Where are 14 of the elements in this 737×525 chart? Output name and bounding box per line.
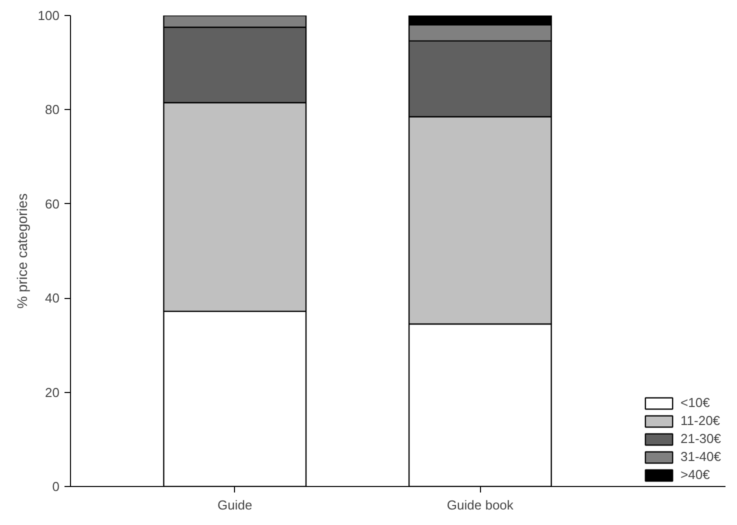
y-tick-label: 100 [38, 8, 60, 23]
legend-label: 11-20€ [680, 413, 720, 428]
y-tick-label: 20 [45, 384, 60, 400]
legend-label: 21-30€ [680, 431, 721, 446]
y-tick-label: 0 [52, 479, 60, 494]
y-tick-label: 40 [45, 290, 60, 306]
y-tick-label: 80 [45, 102, 60, 118]
y-tick-label: 60 [45, 196, 60, 212]
x-tick-label: Guide book [446, 498, 514, 512]
legend-label: 31-40€ [680, 449, 721, 464]
y-axis-title: % price categories [14, 193, 30, 309]
legend-label: <10€ [680, 395, 710, 410]
legend-label: >40€ [680, 467, 710, 482]
x-tick-label: Guide [218, 498, 252, 512]
